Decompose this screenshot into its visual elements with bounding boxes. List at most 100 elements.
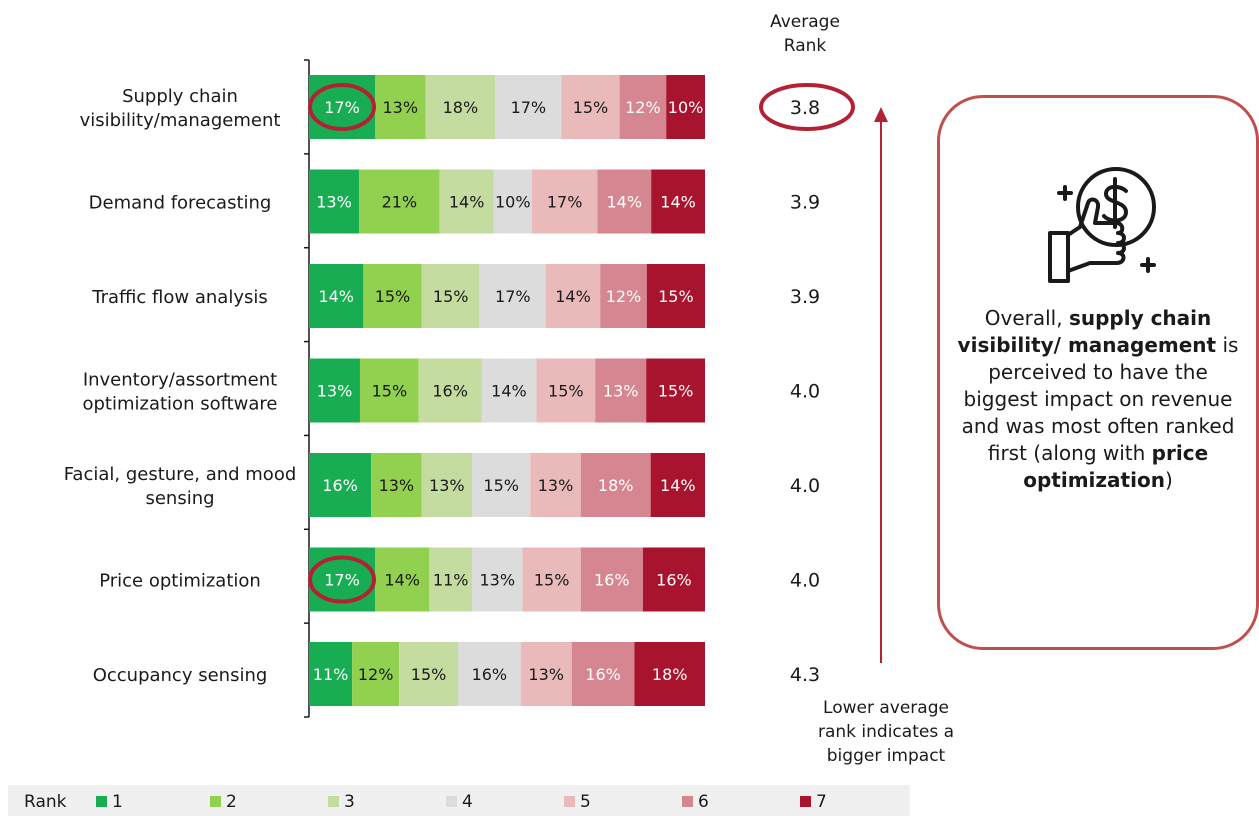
average-rank-value: 3.9 bbox=[790, 192, 820, 214]
average-rank-value: 4.0 bbox=[790, 381, 820, 403]
bar-segment-rank-7 bbox=[646, 358, 705, 423]
bar-segment-rank-4 bbox=[479, 264, 546, 328]
data-label: 14% bbox=[660, 193, 696, 212]
data-label: 11% bbox=[313, 665, 349, 684]
arrow-note: Lower average bbox=[823, 698, 949, 718]
data-label: 17% bbox=[324, 98, 360, 117]
bar-segment-rank-7 bbox=[650, 453, 705, 517]
bar-segment-rank-5 bbox=[530, 453, 581, 517]
category-label: visibility/management bbox=[80, 110, 281, 131]
legend-label: 5 bbox=[580, 792, 591, 812]
data-label: 17% bbox=[547, 193, 583, 212]
bar-segment-rank-5 bbox=[545, 264, 601, 328]
category-label: Price optimization bbox=[99, 571, 261, 592]
bar-segment-rank-7 bbox=[634, 642, 705, 706]
legend-label: 6 bbox=[698, 792, 709, 812]
bar-segment-rank-3 bbox=[421, 453, 473, 517]
arrow-head bbox=[874, 107, 888, 122]
category-label: optimization software bbox=[82, 394, 277, 415]
data-label: 18% bbox=[652, 665, 688, 684]
category-label: Supply chain bbox=[122, 86, 238, 107]
data-label: 16% bbox=[656, 571, 692, 590]
data-label: 12% bbox=[606, 287, 642, 306]
category-label: Traffic flow analysis bbox=[91, 287, 267, 308]
legend-label: 2 bbox=[226, 792, 237, 812]
bar-segment-rank-6 bbox=[595, 358, 647, 423]
category-label: sensing bbox=[145, 488, 214, 509]
bar-segment-rank-3 bbox=[439, 169, 494, 234]
thumbs-up-dollar-icon bbox=[1048, 167, 1156, 283]
legend-label: 4 bbox=[462, 792, 473, 812]
data-label: 13% bbox=[528, 665, 564, 684]
bar-segment-rank-4 bbox=[472, 453, 531, 517]
data-label: 15% bbox=[483, 476, 519, 495]
bar-segment-rank-1 bbox=[309, 453, 372, 517]
data-label: 17% bbox=[495, 287, 531, 306]
data-label: 14% bbox=[384, 571, 420, 590]
legend-label: 3 bbox=[344, 792, 355, 812]
data-label: 13% bbox=[382, 98, 418, 117]
bar-segment-rank-6 bbox=[619, 75, 667, 139]
data-label: 13% bbox=[316, 193, 352, 212]
insight-callout: Overall, supply chain visibility/ manage… bbox=[937, 95, 1259, 650]
data-label: 14% bbox=[318, 287, 354, 306]
legend-swatch-rank-1 bbox=[96, 796, 107, 807]
data-label: 13% bbox=[538, 476, 574, 495]
bar-segment-rank-1 bbox=[309, 264, 364, 328]
bar-segment-rank-7 bbox=[666, 75, 705, 139]
bar-segment-rank-2 bbox=[371, 453, 422, 517]
average-rank-value: 4.3 bbox=[790, 664, 820, 686]
category-label: Facial, gesture, and mood bbox=[64, 464, 297, 485]
legend-swatch-rank-4 bbox=[446, 796, 457, 807]
data-label: 15% bbox=[573, 98, 609, 117]
bar-segment-rank-5 bbox=[561, 75, 620, 139]
legend-swatch-rank-6 bbox=[682, 796, 693, 807]
data-label: 14% bbox=[555, 287, 591, 306]
bar-segment-rank-2 bbox=[359, 358, 419, 423]
data-label: 18% bbox=[598, 476, 634, 495]
data-label: 14% bbox=[491, 382, 527, 401]
bar-segment-rank-5 bbox=[522, 547, 581, 612]
bar-segment-rank-6 bbox=[580, 453, 651, 517]
bar-segment-rank-2 bbox=[375, 547, 430, 612]
bar-segment-rank-6 bbox=[597, 169, 652, 234]
bar-segment-rank-2 bbox=[352, 642, 400, 706]
data-label: 13% bbox=[480, 571, 516, 590]
data-label: 15% bbox=[433, 287, 469, 306]
data-label: 13% bbox=[379, 476, 415, 495]
data-label: 15% bbox=[534, 571, 570, 590]
arrow-note: bigger impact bbox=[827, 746, 946, 766]
category-label: Occupancy sensing bbox=[93, 665, 268, 686]
data-label: 13% bbox=[603, 382, 639, 401]
bar-segment-rank-1 bbox=[309, 358, 360, 423]
bar-segment-rank-3 bbox=[421, 264, 480, 328]
bar-segment-rank-3 bbox=[418, 358, 482, 423]
data-label: 10% bbox=[668, 98, 704, 117]
data-label: 16% bbox=[594, 571, 630, 590]
highlight-circle bbox=[308, 83, 376, 131]
bar-segment-rank-2 bbox=[358, 169, 440, 234]
data-label: 14% bbox=[660, 476, 696, 495]
bar-segment-rank-6 bbox=[600, 264, 647, 328]
data-label: 16% bbox=[322, 476, 358, 495]
callout-text-part: ) bbox=[1164, 468, 1173, 492]
bar-segment-rank-5 bbox=[536, 358, 596, 423]
data-label: 15% bbox=[375, 287, 411, 306]
category-label: Demand forecasting bbox=[89, 193, 272, 214]
average-rank-value: 4.0 bbox=[790, 475, 820, 497]
average-rank-header: Average bbox=[770, 12, 840, 32]
bar-segment-rank-7 bbox=[646, 264, 705, 328]
data-label: 16% bbox=[472, 665, 508, 684]
bar-segment-rank-4 bbox=[493, 169, 532, 234]
data-label: 13% bbox=[317, 382, 353, 401]
legend-swatch-rank-7 bbox=[800, 796, 811, 807]
data-label: 11% bbox=[433, 571, 469, 590]
data-label: 16% bbox=[585, 665, 621, 684]
data-label: 17% bbox=[511, 98, 547, 117]
data-label: 18% bbox=[443, 98, 479, 117]
bar-segment-rank-6 bbox=[580, 547, 643, 612]
bar-segment-rank-7 bbox=[651, 169, 705, 234]
bar-segment-rank-1 bbox=[309, 642, 353, 706]
legend-swatch-rank-2 bbox=[210, 796, 221, 807]
